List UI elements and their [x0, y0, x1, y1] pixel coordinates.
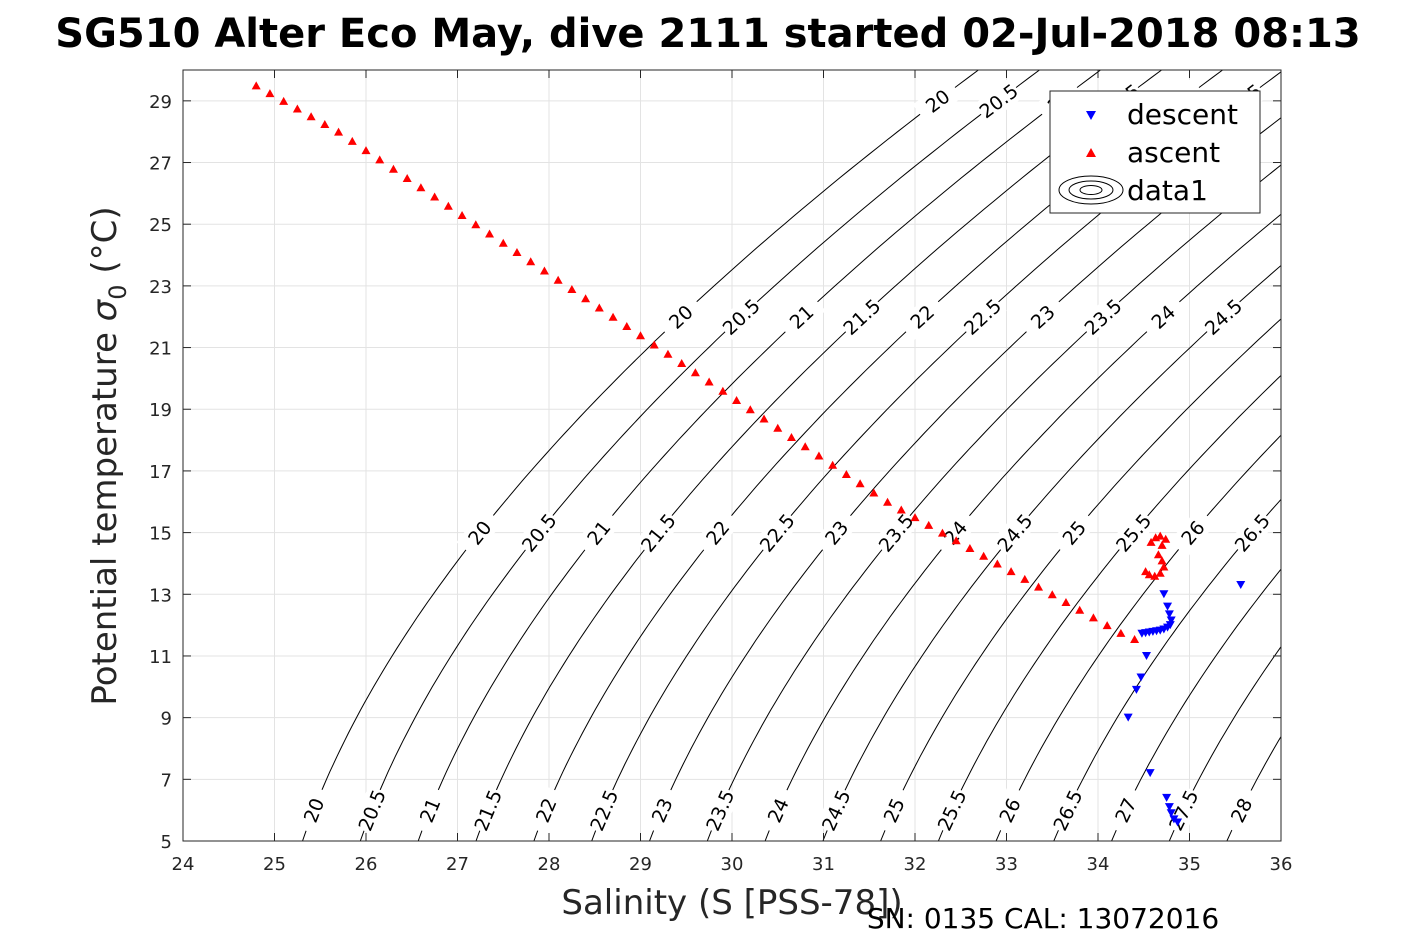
y-tick-label: 19	[149, 400, 172, 421]
legend-ascent-label: ascent	[1127, 136, 1220, 169]
legend: descent ascent data1	[1050, 91, 1260, 213]
y-tick-label: 27	[149, 154, 172, 175]
y-axis-label-sigma: σ	[85, 298, 125, 321]
x-tick-label: 30	[721, 854, 744, 875]
x-tick-label: 24	[172, 854, 195, 875]
y-tick-label: 13	[149, 585, 172, 606]
x-tick-label: 31	[812, 854, 835, 875]
x-tick-label: 29	[629, 854, 652, 875]
legend-data1-label: data1	[1127, 174, 1208, 207]
y-tick-label: 21	[149, 339, 172, 360]
y-tick-label: 17	[149, 462, 172, 483]
y-axis-label-unit: (°C)	[85, 206, 125, 284]
x-tick-label: 28	[538, 854, 561, 875]
x-tick-label: 27	[446, 854, 469, 875]
y-tick-label: 7	[161, 770, 172, 791]
y-axis-label-subscript: 0	[104, 284, 132, 299]
legend-descent-label: descent	[1127, 98, 1238, 131]
y-tick-label: 11	[149, 647, 172, 668]
x-tick-label: 36	[1270, 854, 1293, 875]
x-tick-label: 32	[904, 854, 927, 875]
x-tick-label: 25	[263, 854, 286, 875]
y-tick-label: 9	[161, 709, 172, 730]
x-tick-label: 33	[995, 854, 1018, 875]
y-tick-label: 5	[161, 832, 172, 853]
x-tick-label: 26	[355, 854, 378, 875]
x-tick-label: 34	[1087, 854, 1110, 875]
y-axis-label: Potential temperature σ0 (°C)	[85, 206, 132, 705]
y-tick-label: 23	[149, 277, 172, 298]
footer-serial-cal: SN: 0135 CAL: 13072016	[867, 902, 1219, 935]
chart-title: SG510 Alter Eco May, dive 2111 started 0…	[55, 11, 1360, 57]
y-tick-label: 25	[149, 215, 172, 236]
y-axis-label-main: Potential temperature	[85, 321, 125, 705]
x-axis-label: Salinity (S [PSS-78])	[561, 883, 902, 923]
y-tick-label: 29	[149, 92, 172, 113]
y-tick-label: 15	[149, 524, 172, 545]
x-tick-label: 35	[1178, 854, 1201, 875]
